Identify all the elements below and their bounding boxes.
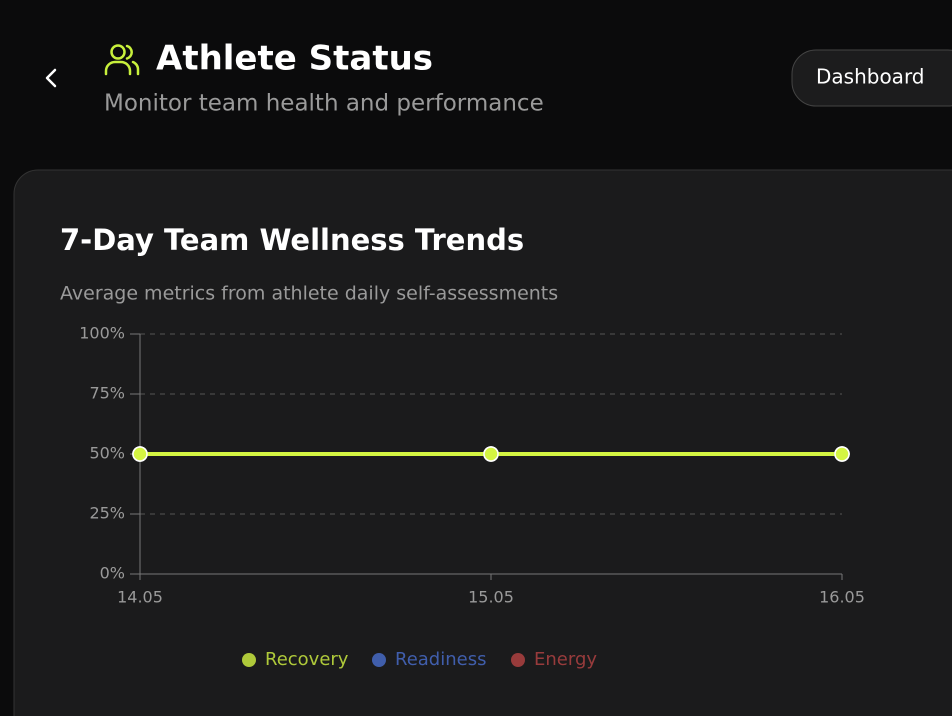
chart-title: 7-Day Team Wellness Trends — [60, 223, 524, 257]
card — [13, 169, 952, 716]
x-tick-label: 15.05 — [468, 588, 514, 607]
y-tick-label: 75% — [89, 384, 125, 403]
legend-label: Recovery — [265, 649, 349, 670]
y-tick-label: 25% — [89, 504, 125, 523]
page-subtitle: Monitor team health and performance — [104, 91, 544, 117]
legend-swatch — [242, 653, 256, 667]
data-point — [132, 446, 148, 462]
back-button[interactable] — [45, 68, 57, 88]
x-tick-label: 16.05 — [819, 588, 865, 607]
page-title: Athlete Status — [156, 39, 433, 79]
dashboard-button-label: Dashboard — [816, 65, 925, 89]
data-point — [483, 446, 499, 462]
x-tick-label: 14.05 — [117, 588, 163, 607]
y-tick-label: 50% — [89, 444, 125, 463]
legend-label: Energy — [534, 649, 597, 670]
data-point — [834, 446, 850, 462]
legend-label: Readiness — [395, 649, 486, 670]
dashboard-button[interactable] — [791, 49, 952, 107]
y-tick-label: 100% — [79, 324, 125, 343]
legend-swatch — [372, 653, 386, 667]
users-icon — [104, 44, 140, 76]
legend-swatch — [511, 653, 525, 667]
y-tick-label: 0% — [100, 564, 125, 583]
chart-subtitle: Average metrics from athlete daily self-… — [60, 283, 558, 305]
